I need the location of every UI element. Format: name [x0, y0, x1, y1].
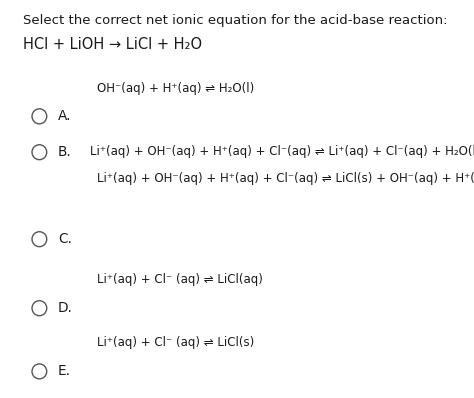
- Text: Li⁺(aq) + Cl⁻ (aq) ⇌ LiCl(aq): Li⁺(aq) + Cl⁻ (aq) ⇌ LiCl(aq): [97, 273, 263, 286]
- Text: Select the correct net ionic equation for the acid-base reaction:: Select the correct net ionic equation fo…: [23, 14, 448, 27]
- Text: Li⁺(aq) + OH⁻(aq) + H⁺(aq) + Cl⁻(aq) ⇌ LiCl(s) + OH⁻(aq) + H⁺(aq): Li⁺(aq) + OH⁻(aq) + H⁺(aq) + Cl⁻(aq) ⇌ L…: [97, 172, 474, 185]
- Text: Li⁺(aq) + Cl⁻ (aq) ⇌ LiCl(s): Li⁺(aq) + Cl⁻ (aq) ⇌ LiCl(s): [97, 336, 254, 349]
- Text: E.: E.: [58, 365, 71, 378]
- Text: C.: C.: [58, 232, 72, 246]
- Text: HCl + LiOH → LiCl + H₂O: HCl + LiOH → LiCl + H₂O: [23, 37, 202, 52]
- Text: B.: B.: [58, 145, 72, 159]
- Text: OH⁻(aq) + H⁺(aq) ⇌ H₂O(l): OH⁻(aq) + H⁺(aq) ⇌ H₂O(l): [97, 82, 254, 95]
- Text: Li⁺(aq) + OH⁻(aq) + H⁺(aq) + Cl⁻(aq) ⇌ Li⁺(aq) + Cl⁻(aq) + H₂O(l): Li⁺(aq) + OH⁻(aq) + H⁺(aq) + Cl⁻(aq) ⇌ L…: [90, 145, 474, 158]
- Text: D.: D.: [58, 301, 73, 315]
- Text: A.: A.: [58, 109, 71, 123]
